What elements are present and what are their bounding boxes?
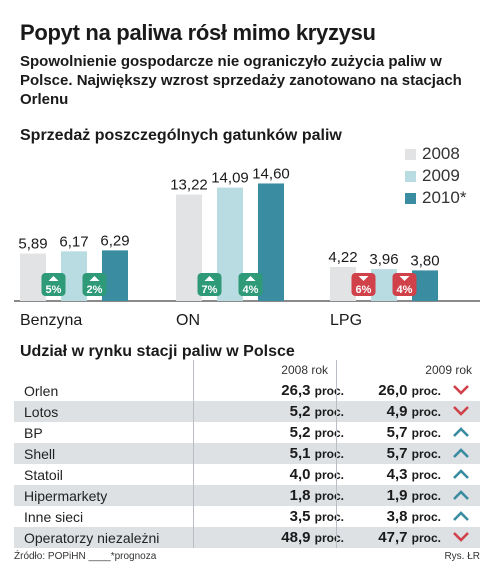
change-badge <box>41 273 66 296</box>
row-name: Orlen <box>24 383 59 399</box>
table-row: BP 5,2 proc. 5,7 proc. <box>14 422 480 443</box>
change-label: 2% <box>87 284 103 296</box>
value-2009: 26,0 proc. <box>378 382 441 399</box>
trend-up-icon <box>453 448 469 458</box>
trend-down-icon <box>453 532 469 542</box>
table-header: 2008 rok 2009 rok <box>14 360 480 380</box>
row-name: Statoil <box>24 467 63 483</box>
page-title: Popyt na paliwa rósł mimo kryzysu <box>20 20 376 45</box>
col-header-2008: 2008 rok <box>281 363 328 377</box>
data-label: 6,29 <box>100 232 129 249</box>
change-label: 4% <box>243 284 259 296</box>
trend-up-icon <box>453 511 469 521</box>
table-row: Lotos 5,2 proc. 4,9 proc. <box>14 401 480 422</box>
change-badge <box>238 273 263 296</box>
data-label: 14,60 <box>252 165 290 182</box>
trend-down-icon <box>453 385 469 395</box>
change-badge <box>197 273 222 296</box>
value-2009: 4,3 proc. <box>386 466 441 483</box>
value-2008: 26,3 proc. <box>281 382 344 399</box>
footer-source: Źródło: POPiHN ____*prognoza <box>14 551 157 562</box>
value-2009: 4,9 proc. <box>386 403 441 420</box>
legend-item-2008: 2008 <box>405 143 466 165</box>
legend-swatch-2010 <box>405 192 416 204</box>
row-name: Inne sieci <box>24 509 84 525</box>
table-row: Operatorzy niezależni 48,9 proc. 47,7 proc… <box>14 527 480 548</box>
trend-down-icon <box>453 406 469 416</box>
value-2009: 5,7 proc. <box>386 445 441 462</box>
data-label: 3,96 <box>369 251 398 268</box>
value-2009: 47,7 proc. <box>378 529 441 546</box>
chart-title: Sprzedaż poszczególnych gatunków paliw <box>20 127 342 144</box>
footer-credit: Rys. ŁR <box>444 551 480 562</box>
trend-up-icon <box>453 469 469 479</box>
row-name: Operatorzy niezależni <box>24 530 160 546</box>
legend-label-2008: 2008 <box>422 144 460 163</box>
legend-label-2009: 2009 <box>422 166 460 185</box>
col-header-2009: 2009 rok <box>425 363 472 377</box>
change-label: 5% <box>46 284 62 296</box>
row-name: Shell <box>24 446 56 462</box>
change-label: 4% <box>397 284 413 296</box>
legend-label-2010: 2010* <box>422 188 467 207</box>
legend-item-2009: 2009 <box>405 165 466 187</box>
change-badge <box>392 273 417 296</box>
arrow-up-icon <box>204 276 215 281</box>
arrow-up-icon <box>48 276 59 281</box>
column-divider <box>336 360 337 548</box>
change-badge <box>82 273 107 296</box>
change-label: 7% <box>202 284 218 296</box>
data-label: 14,09 <box>211 170 249 187</box>
value-2008: 48,9 proc. <box>281 529 344 546</box>
table-row: Inne sieci 3,5 proc. 3,8 proc. <box>14 506 480 527</box>
table-row: Orlen 26,3 proc. 26,0 proc. <box>14 380 480 401</box>
change-badge <box>351 273 376 296</box>
table-row: Hipermarkety 1,8 proc. 1,9 proc. <box>14 485 480 506</box>
category-label: ON <box>176 312 200 329</box>
row-name: Hipermarkety <box>24 488 108 504</box>
category-label: Benzyna <box>20 312 82 329</box>
data-label: 5,89 <box>18 236 47 253</box>
legend-swatch-2008 <box>405 148 416 160</box>
table-title: Udział w rynku stacji paliw w Polsce <box>20 343 295 360</box>
data-label: 6,17 <box>59 233 88 250</box>
arrow-down-icon <box>358 276 369 281</box>
table-row: Statoil 4,0 proc. 4,3 proc. <box>14 464 480 485</box>
row-name: Lotos <box>24 404 59 420</box>
table-row: Shell 5,1 proc. 5,7 proc. <box>14 443 480 464</box>
arrow-up-icon <box>245 276 256 281</box>
change-label: 6% <box>356 284 372 296</box>
value-2009: 5,7 proc. <box>386 424 441 441</box>
data-label: 13,22 <box>170 177 208 194</box>
arrow-down-icon <box>399 276 410 281</box>
arrow-up-icon <box>89 276 100 281</box>
category-label: LPG <box>330 312 362 329</box>
column-divider <box>193 360 194 548</box>
chart-legend: 2008 2009 2010* <box>405 143 466 209</box>
value-2009: 1,9 proc. <box>386 487 441 504</box>
legend-swatch-2009 <box>405 170 416 182</box>
trend-up-icon <box>453 490 469 500</box>
page-subtitle: Spowolnienie gospodarcze nie ograniczyło… <box>20 53 462 108</box>
data-label: 4,22 <box>328 249 357 266</box>
row-name: BP <box>24 425 43 441</box>
bar-chart: 5,89 6,17 6,29 5% 2% Benzyna 13,22 14,09 14,60 7%… <box>14 165 480 329</box>
value-2009: 3,8 proc. <box>386 508 441 525</box>
data-label: 3,80 <box>410 252 439 269</box>
trend-up-icon <box>453 427 469 437</box>
legend-item-2010: 2010* <box>405 187 466 209</box>
